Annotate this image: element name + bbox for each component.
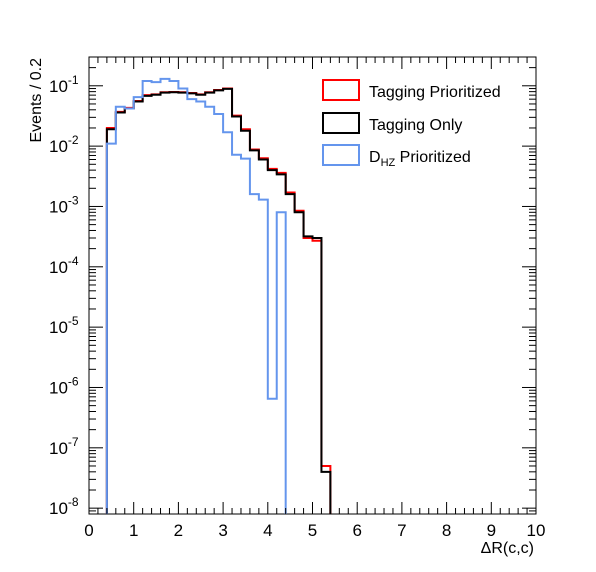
plot-frame [88, 56, 537, 515]
y-axis-title: Events / 0.2 [28, 58, 45, 143]
x-tick-label: 7 [397, 521, 406, 540]
legend-label-dhz-main: D [369, 149, 381, 166]
x-axis-ticks: 0 1 2 3 4 5 6 7 8 9 10 [84, 57, 545, 540]
histogram-series-tagging-prioritized [105, 87, 332, 514]
x-axis-title: ΔR(c,c) [481, 540, 534, 557]
y-tick-label: 10-2 [49, 133, 79, 156]
legend-label-dhz-subscript: HZ [381, 157, 396, 169]
legend-swatch-tagging-prioritized [322, 79, 360, 101]
legend-label-dhz-suffix: Prioritized [395, 149, 471, 166]
x-tick-label: 8 [442, 521, 451, 540]
x-tick-label: 6 [352, 521, 361, 540]
histogram-series-group [105, 77, 332, 514]
y-tick-label: 10-7 [49, 435, 79, 458]
y-tick-label: 10-3 [49, 193, 79, 216]
y-axis-ticks: 10-8 10-7 10-6 10-5 10-4 10-3 10-2 10-1 [49, 67, 536, 518]
histogram-series-tagging-only [105, 87, 332, 514]
x-tick-label: 5 [308, 521, 317, 540]
x-tick-label: 9 [487, 521, 496, 540]
y-tick-label: 10-1 [49, 73, 79, 96]
y-tick-label: 10-4 [49, 254, 79, 277]
x-tick-label: 4 [263, 521, 272, 540]
y-tick-label: 10-6 [49, 374, 79, 397]
x-tick-label: 2 [174, 521, 183, 540]
x-tick-label: 0 [84, 521, 93, 540]
x-tick-label: 3 [218, 521, 227, 540]
legend-label-tagging-prioritized: Tagging Prioritized [369, 84, 501, 101]
y-tick-label: 10-5 [49, 314, 79, 337]
legend-label-tagging-only: Tagging Only [369, 117, 462, 134]
x-tick-label: 1 [129, 521, 138, 540]
legend-label-dhz-prioritized: DHZ Prioritized [369, 149, 471, 169]
histogram-series-d-hz-prioritized [105, 77, 287, 514]
y-tick-label: 10-8 [49, 495, 79, 518]
legend-swatch-dhz-prioritized [322, 144, 360, 166]
legend: Tagging Prioritized Tagging Only DHZ Pri… [322, 79, 501, 169]
x-tick-label: 10 [527, 521, 546, 540]
legend-swatch-tagging-only [322, 112, 360, 134]
